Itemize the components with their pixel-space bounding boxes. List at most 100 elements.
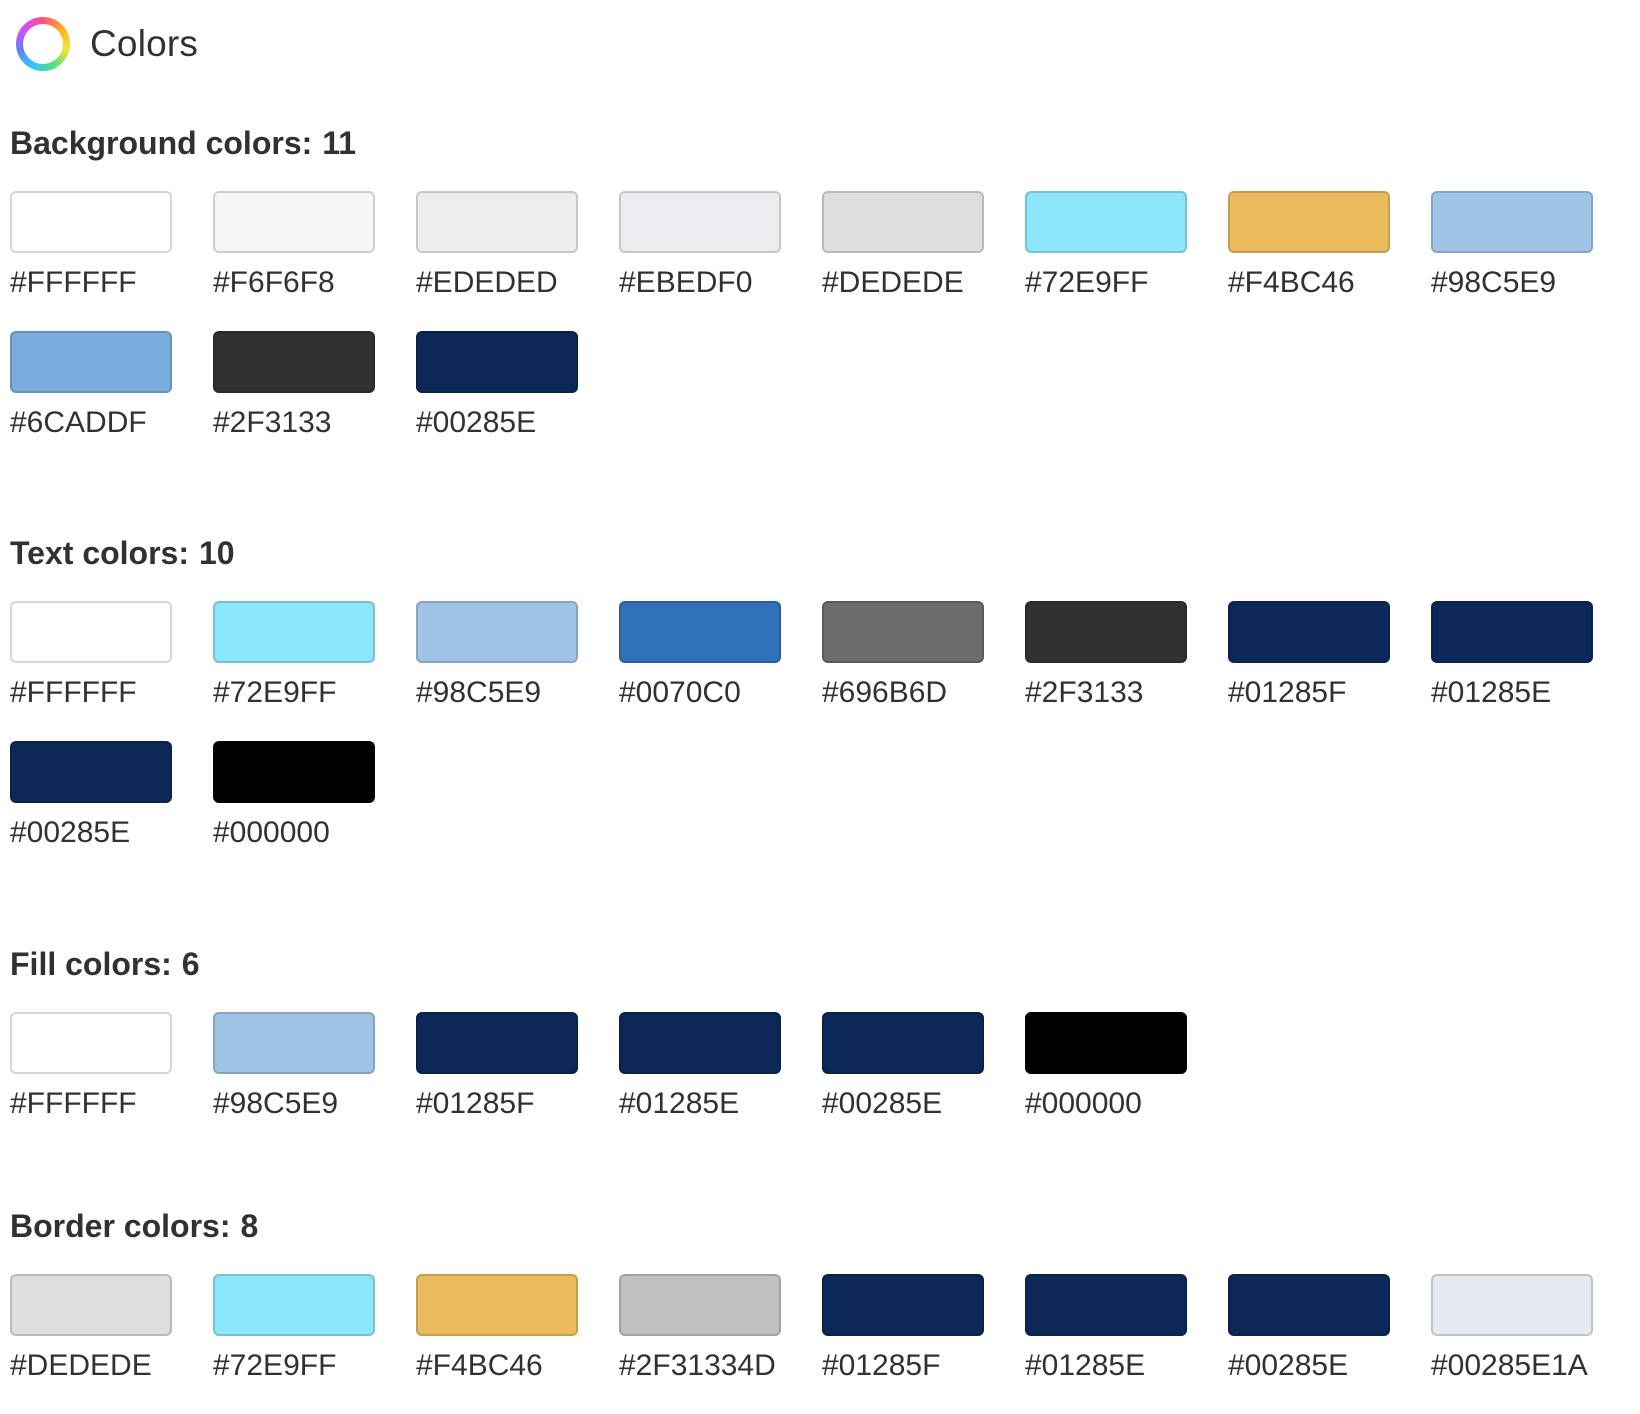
text-colors-section: Text colors: 10 #FFFFFF #72E9FF #98C5E9 #00… — [10, 533, 1630, 851]
fill-colors-section: Fill colors: 6 #FFFFFF #98C5E9 #01285F #012… — [10, 944, 1630, 1122]
color-swatch-item[interactable]: #2F3133 — [1025, 601, 1187, 711]
color-swatch-item[interactable]: #2F3133 — [213, 331, 375, 441]
color-swatch-item[interactable]: #FFFFFF — [10, 191, 172, 301]
color-hex-label: #2F31334D — [619, 1349, 776, 1382]
color-swatch[interactable] — [213, 191, 375, 253]
color-swatch[interactable] — [1025, 601, 1187, 663]
color-swatch[interactable] — [619, 191, 781, 253]
color-swatch-item[interactable]: #98C5E9 — [416, 601, 578, 711]
swatch-grid: #FFFFFF #72E9FF #98C5E9 #0070C0 #696B6D #2F31… — [10, 601, 1630, 851]
color-swatch[interactable] — [213, 1274, 375, 1336]
color-swatch-item[interactable]: #72E9FF — [213, 1274, 375, 1384]
color-swatch[interactable] — [416, 1274, 578, 1336]
color-swatch-item[interactable]: #00285E1A — [1431, 1274, 1593, 1384]
color-hex-label: #00285E1A — [1431, 1349, 1588, 1382]
color-swatch-item[interactable]: #696B6D — [822, 601, 984, 711]
color-hex-label: #2F3133 — [213, 406, 332, 439]
color-swatch[interactable] — [213, 601, 375, 663]
color-hex-label: #F4BC46 — [416, 1349, 543, 1382]
color-swatch-item[interactable]: #00285E — [822, 1012, 984, 1122]
color-swatch-item[interactable]: #98C5E9 — [1431, 191, 1593, 301]
color-swatch[interactable] — [619, 601, 781, 663]
color-swatch[interactable] — [416, 191, 578, 253]
color-swatch-item[interactable]: #01285E — [1431, 601, 1593, 711]
section-count: 10 — [199, 535, 235, 571]
color-swatch[interactable] — [1431, 1274, 1593, 1336]
color-hex-label: #6CADDF — [10, 406, 147, 439]
color-swatch[interactable] — [822, 601, 984, 663]
color-swatch[interactable] — [10, 331, 172, 393]
color-swatch[interactable] — [822, 1274, 984, 1336]
color-swatch-item[interactable]: #FFFFFF — [10, 1012, 172, 1122]
color-swatch-item[interactable]: #DEDEDE — [10, 1274, 172, 1384]
color-swatch-item[interactable]: #72E9FF — [213, 601, 375, 711]
color-hex-label: #FFFFFF — [10, 266, 137, 299]
color-swatch-item[interactable]: #00285E — [10, 741, 172, 851]
color-swatch-item[interactable]: #98C5E9 — [213, 1012, 375, 1122]
color-swatch[interactable] — [10, 191, 172, 253]
color-swatch-item[interactable]: #00285E — [1228, 1274, 1390, 1384]
section-label: Background colors: — [10, 125, 313, 161]
color-swatch[interactable] — [416, 601, 578, 663]
section-title: Background colors: 11 — [10, 123, 1630, 163]
color-swatch[interactable] — [10, 1012, 172, 1074]
color-swatch[interactable] — [1228, 601, 1390, 663]
color-hex-label: #00285E — [416, 406, 537, 439]
color-swatch[interactable] — [1025, 1274, 1187, 1336]
color-swatch-item[interactable]: #F6F6F8 — [213, 191, 375, 301]
color-swatch-item[interactable]: #72E9FF — [1025, 191, 1187, 301]
section-label: Border colors: — [10, 1208, 231, 1244]
color-hex-label: #00285E — [822, 1087, 943, 1120]
color-swatch-item[interactable]: #000000 — [213, 741, 375, 851]
color-swatch-item[interactable]: #2F31334D — [619, 1274, 781, 1384]
color-swatch-item[interactable]: #EDEDED — [416, 191, 578, 301]
color-swatch[interactable] — [416, 331, 578, 393]
color-swatch-item[interactable]: #F4BC46 — [1228, 191, 1390, 301]
color-hex-label: #00285E — [10, 816, 131, 849]
color-hex-label: #72E9FF — [1025, 266, 1149, 299]
color-swatch-item[interactable]: #EBEDF0 — [619, 191, 781, 301]
color-swatch[interactable] — [822, 1012, 984, 1074]
color-hex-label: #EDEDED — [416, 266, 558, 299]
color-swatch[interactable] — [1228, 1274, 1390, 1336]
color-swatch[interactable] — [213, 1012, 375, 1074]
color-swatch-item[interactable]: #01285F — [416, 1012, 578, 1122]
color-swatch-item[interactable]: #01285F — [1228, 601, 1390, 711]
color-swatch[interactable] — [1025, 191, 1187, 253]
color-swatch[interactable] — [1431, 191, 1593, 253]
color-swatch[interactable] — [10, 1274, 172, 1336]
color-swatch-item[interactable]: #000000 — [1025, 1012, 1187, 1122]
color-hex-label: #00285E — [1228, 1349, 1349, 1382]
color-hex-label: #01285F — [1228, 676, 1347, 709]
color-hex-label: #F6F6F8 — [213, 266, 335, 299]
color-swatch[interactable] — [416, 1012, 578, 1074]
color-hex-label: #FFFFFF — [10, 676, 137, 709]
color-swatch-item[interactable]: #01285E — [619, 1012, 781, 1122]
color-swatch-item[interactable]: #DEDEDE — [822, 191, 984, 301]
color-swatch-item[interactable]: #FFFFFF — [10, 601, 172, 711]
color-swatch[interactable] — [619, 1274, 781, 1336]
color-hex-label: #2F3133 — [1025, 676, 1144, 709]
section-title: Fill colors: 6 — [10, 944, 1630, 984]
color-swatch[interactable] — [822, 191, 984, 253]
color-swatch[interactable] — [619, 1012, 781, 1074]
color-swatch-item[interactable]: #00285E — [416, 331, 578, 441]
color-swatch-item[interactable]: #01285F — [822, 1274, 984, 1384]
color-swatch[interactable] — [1025, 1012, 1187, 1074]
color-swatch[interactable] — [10, 601, 172, 663]
color-swatch[interactable] — [1228, 191, 1390, 253]
color-hex-label: #EBEDF0 — [619, 266, 753, 299]
color-swatch-item[interactable]: #0070C0 — [619, 601, 781, 711]
color-hex-label: #98C5E9 — [416, 676, 542, 709]
color-swatch[interactable] — [1431, 601, 1593, 663]
color-swatch[interactable] — [10, 741, 172, 803]
color-swatch-item[interactable]: #6CADDF — [10, 331, 172, 441]
color-hex-label: #0070C0 — [619, 676, 741, 709]
color-swatch-item[interactable]: #01285E — [1025, 1274, 1187, 1384]
color-swatch[interactable] — [213, 741, 375, 803]
color-swatch-item[interactable]: #F4BC46 — [416, 1274, 578, 1384]
color-swatch[interactable] — [213, 331, 375, 393]
color-hex-label: #01285F — [416, 1087, 535, 1120]
color-hex-label: #01285E — [1431, 676, 1552, 709]
color-hex-label: #98C5E9 — [213, 1087, 339, 1120]
